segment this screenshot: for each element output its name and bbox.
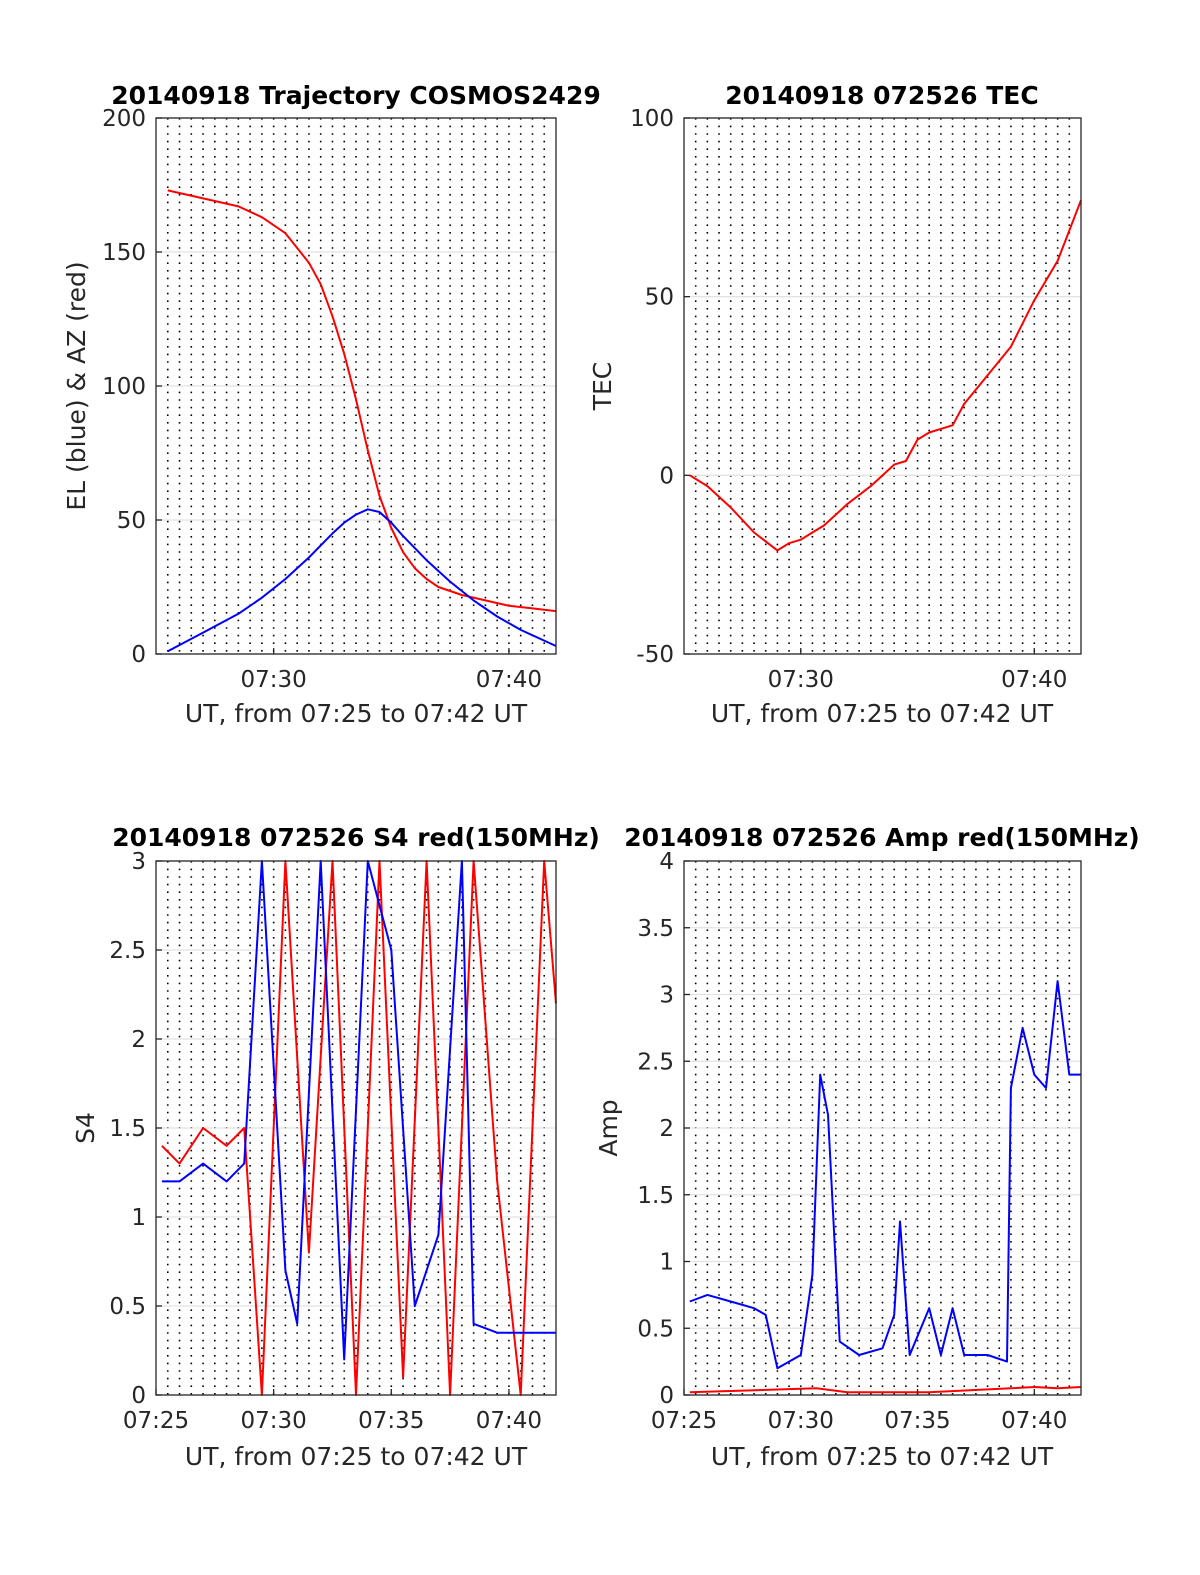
y-tick-label: -50 [636,642,674,668]
y-tick-label: 100 [102,374,146,400]
x-tick-label: 07:40 [476,667,542,693]
y-tick-label: 200 [102,106,146,132]
x-tick-label: 07:25 [651,1408,717,1434]
x-axis-label: UT, from 07:25 to 07:42 UT [711,699,1054,728]
chart-title: 20140918 072526 S4 red(150MHz) [112,823,600,852]
y-tick-label: 100 [630,106,674,132]
y-tick-label: 50 [117,508,146,534]
y-tick-label: 1 [131,1205,146,1231]
x-axis-label: UT, from 07:25 to 07:42 UT [711,1442,1054,1471]
panel-s4: 0 0.5 1 1.5 2 2.5 3 07:25 07:30 07:35 07:40 201409… [71,823,600,1471]
y-tick-label: 1 [659,1250,674,1276]
series-line-2 [167,508,557,653]
x-tick-label: 07:40 [1001,667,1067,693]
y-tick-label: 4 [659,849,674,875]
series-line-1 [689,199,1082,552]
y-tick-label: 3 [131,849,146,875]
chart-title: 20140918 072526 Amp red(150MHz) [624,823,1140,852]
y-tick-label: 0.5 [109,1294,146,1320]
series-line-2 [161,860,556,1361]
panel-trajectory: 0 50 100 150 200 07:30 07:40 20140918 Trajecto… [62,81,601,728]
panel-amp: 0 0.5 1 1.5 2 2.5 3 3.5 4 07:25 07:30 07:35 07:40 20… [594,823,1140,1471]
x-axis-label: UT, from 07:25 to 07:42 UT [185,1442,528,1471]
y-tick-label: 2.5 [109,938,146,964]
y-tick-label: 2 [131,1027,146,1053]
y-tick-label: 0.5 [637,1316,674,1342]
series-line-1 [689,980,1081,1370]
x-tick-label: 07:35 [358,1408,424,1434]
y-axis-label: S4 [71,1112,100,1144]
y-tick-label: 1.5 [637,1183,674,1209]
y-tick-label: 50 [645,285,674,311]
x-tick-label: 07:35 [884,1408,950,1434]
x-axis-label: UT, from 07:25 to 07:42 UT [185,699,528,728]
series-line-2 [689,1386,1082,1394]
chart-title: 20140918 Trajectory COSMOS2429 [111,81,601,110]
x-tick-label: 07:30 [240,1408,306,1434]
y-axis-label: Amp [594,1099,623,1156]
chart-title: 20140918 072526 TEC [725,81,1038,110]
y-tick-label: 0 [131,1383,146,1409]
y-tick-label: 0 [659,1383,674,1409]
y-tick-label: 0 [659,463,674,489]
y-tick-label: 2 [659,1116,674,1142]
x-tick-label: 07:30 [768,667,834,693]
y-tick-label: 150 [102,240,146,266]
y-tick-label: 2.5 [637,1049,674,1075]
y-tick-label: 1.5 [109,1116,146,1142]
series-line-1 [167,189,557,613]
x-tick-label: 07:30 [240,667,306,693]
x-tick-label: 07:30 [768,1408,834,1434]
y-axis-label: EL (blue) & AZ (red) [62,261,91,510]
x-tick-label: 07:40 [476,1408,542,1434]
y-tick-label: 3.5 [637,916,674,942]
x-tick-label: 07:25 [123,1408,189,1434]
y-tick-label: 0 [131,642,146,668]
y-axis-label: TEC [588,362,617,412]
y-tick-label: 3 [659,983,674,1009]
x-tick-label: 07:40 [1001,1408,1067,1434]
